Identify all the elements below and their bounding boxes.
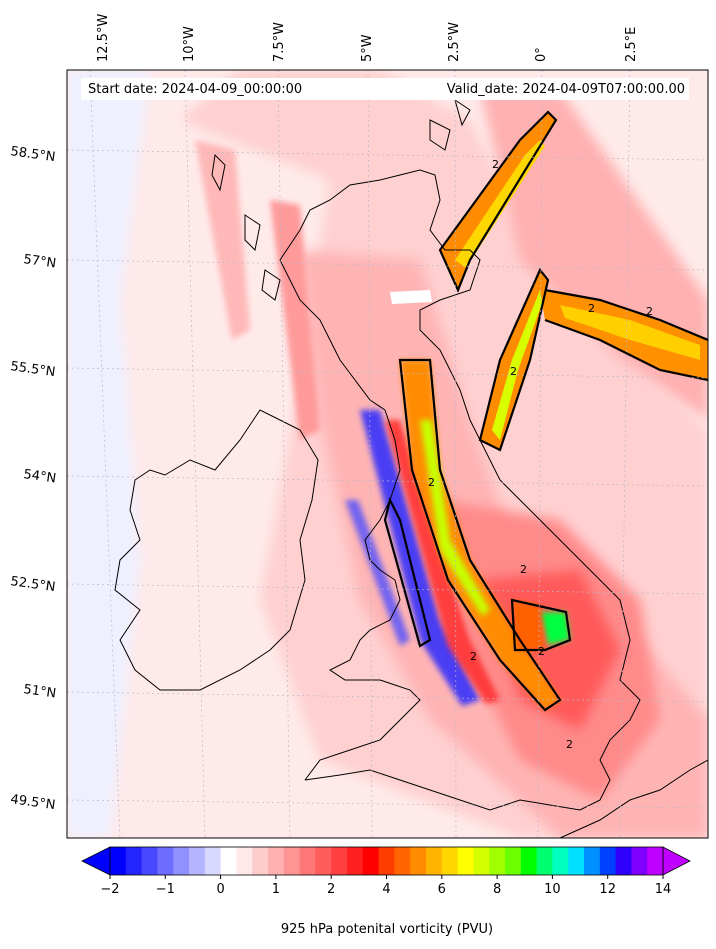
colorbar-swatch <box>173 847 190 875</box>
colorbar-swatch <box>157 847 174 875</box>
colorbar-swatch <box>631 847 648 875</box>
colorbar-swatch <box>536 847 553 875</box>
lat-label: 52.5°N <box>9 574 56 595</box>
colorbar-swatch <box>189 847 206 875</box>
latitude-labels: 58.5°N 57°N 55.5°N 54°N 52.5°N 51°N 49.5… <box>9 144 57 813</box>
coastlines <box>114 98 709 839</box>
contour-label: 2 <box>566 738 573 751</box>
colorbar-swatch <box>489 847 506 875</box>
colorbar-swatch <box>568 847 585 875</box>
colorbar-tick-label: 10 <box>544 882 561 897</box>
colorbar-swatch <box>141 847 158 875</box>
colorbar-swatch <box>473 847 490 875</box>
colorbar-swatch <box>584 847 601 875</box>
valid-date-label: Valid_date: 2024-04-09T07:00:00.00 <box>447 82 685 97</box>
colorbar-swatch <box>347 847 364 875</box>
colorbar-extend-right <box>662 846 691 876</box>
colorbar-swatch <box>615 847 632 875</box>
colorbar-swatch <box>220 847 237 875</box>
colorbar-swatch <box>299 847 316 875</box>
colorbar-tick-label: −1 <box>156 882 175 897</box>
lat-label: 58.5°N <box>9 144 56 165</box>
start-date-label: Start date: 2024-04-09_00:00:00 <box>88 82 302 97</box>
colorbar-extend-left <box>81 846 111 876</box>
colorbar-tick-label: 4 <box>382 882 390 897</box>
lon-label: 7.5°W <box>272 22 287 62</box>
colorbar-tick-label: 6 <box>438 882 446 897</box>
header-box <box>81 78 689 100</box>
contour-label: 2 <box>588 302 595 315</box>
colorbar-swatch <box>647 847 664 875</box>
lat-label: 51°N <box>22 682 57 701</box>
colorbar-swatch <box>331 847 348 875</box>
colorbar-swatch <box>441 847 459 875</box>
lon-label: 0° <box>534 47 549 62</box>
lon-label: 2.5°E <box>624 27 639 62</box>
contour-label: 2 <box>646 305 653 318</box>
colorbar-tick-label: 14 <box>655 882 672 897</box>
contour-label: 2 <box>428 476 435 489</box>
colorbar: −2 −1 0 1 2 4 6 8 10 12 14 <box>81 846 691 897</box>
colorbar-tick-label: 8 <box>493 882 501 897</box>
lon-label: 5°W <box>360 34 375 62</box>
colorbar-tick-label: 2 <box>327 882 335 897</box>
colorbar-swatch <box>426 847 443 875</box>
colorbar-swatch <box>394 847 411 875</box>
contour-label: 2 <box>470 650 477 663</box>
colorbar-tick-label: 0 <box>216 882 224 897</box>
contour-label: 2 <box>510 365 517 378</box>
lon-label: 10°W <box>182 26 197 62</box>
contour-label: 2 <box>538 645 545 658</box>
colorbar-swatch <box>599 847 617 875</box>
longitude-labels: 12.5°W 10°W 7.5°W 5°W 2.5°W 0° 2.5°E <box>96 14 639 62</box>
colorbar-swatch <box>410 847 427 875</box>
colorbar-tick-label: 1 <box>272 882 280 897</box>
colorbar-swatch <box>362 847 380 875</box>
colorbar-tick-label: −2 <box>100 882 119 897</box>
pv-field <box>67 70 708 838</box>
colorbar-swatch <box>204 847 222 875</box>
colorbar-tick-label: 12 <box>599 882 616 897</box>
colorbar-swatch <box>378 847 395 875</box>
colorbar-swatch <box>236 847 253 875</box>
colorbar-swatch <box>505 847 522 875</box>
map-frame <box>66 69 709 839</box>
colorbar-swatch <box>315 847 332 875</box>
colorbar-swatch <box>268 847 285 875</box>
colorbar-swatch <box>457 847 474 875</box>
colorbar-swatch <box>110 847 127 875</box>
colorbar-swatch <box>252 847 269 875</box>
lon-label: 12.5°W <box>96 14 111 62</box>
colorbar-swatch <box>283 847 301 875</box>
lat-label: 55.5°N <box>9 359 56 380</box>
pv-contours <box>383 110 708 712</box>
colorbar-swatch <box>520 847 538 875</box>
graticule <box>66 69 709 839</box>
lon-label: 2.5°W <box>447 22 462 62</box>
colorbar-swatch <box>125 847 143 875</box>
lat-label: 57°N <box>22 252 57 271</box>
lat-label: 54°N <box>22 467 57 486</box>
contour-labels: 2 2 2 2 2 2 2 2 2 <box>428 158 653 751</box>
colorbar-swatch <box>552 847 569 875</box>
colorbar-title: 925 hPa potenital vorticity (PVU) <box>281 922 493 937</box>
lat-label: 49.5°N <box>9 792 56 813</box>
contour-label: 2 <box>492 158 499 171</box>
contour-label: 2 <box>520 563 527 576</box>
